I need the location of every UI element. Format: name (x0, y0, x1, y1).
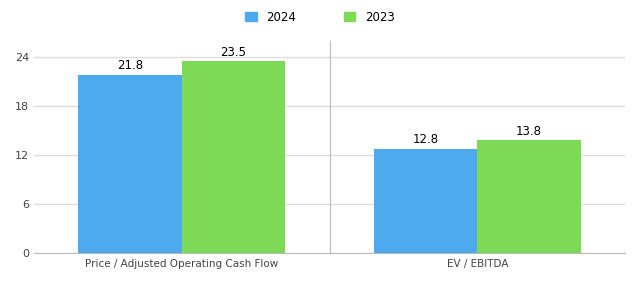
Bar (374, 149, 477, 253)
Legend: 2024, 2023: 2024, 2023 (241, 6, 399, 28)
Text: 12.8: 12.8 (413, 133, 438, 146)
Text: 23.5: 23.5 (221, 45, 246, 59)
Bar (182, 61, 285, 253)
Bar (79, 75, 182, 253)
Text: 13.8: 13.8 (516, 125, 542, 138)
Text: 21.8: 21.8 (117, 59, 143, 72)
Bar (477, 141, 580, 253)
